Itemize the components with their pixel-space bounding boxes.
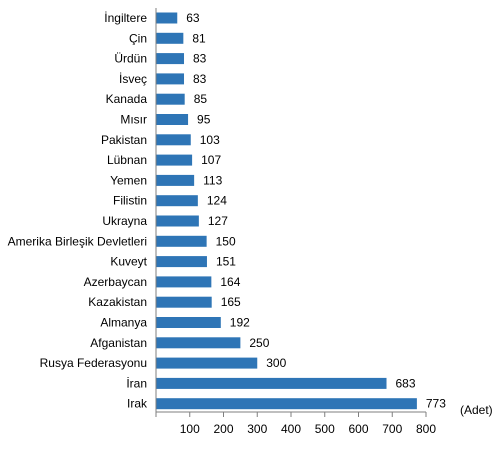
category-label: Azerbaycan xyxy=(84,275,147,289)
value-label: 127 xyxy=(208,214,228,228)
value-label: 107 xyxy=(201,153,221,167)
category-label: Pakistan xyxy=(101,133,147,147)
category-label: Rusya Federasyonu xyxy=(40,356,147,370)
category-labels: İngiltere Çin Ürdün İsveç Kanada Mısır Pakista… xyxy=(8,11,148,411)
category-label: İran xyxy=(126,376,147,390)
category-label: Çin xyxy=(129,31,147,45)
x-tick-label: 200 xyxy=(213,422,233,436)
value-label: 773 xyxy=(426,397,446,411)
bar xyxy=(156,195,198,207)
bar xyxy=(156,235,207,247)
value-label: 150 xyxy=(216,234,236,248)
bar xyxy=(156,337,241,349)
unit-label: (Adet) xyxy=(460,403,493,417)
category-label: Amerika Birleşik Devletleri xyxy=(8,234,147,248)
bar xyxy=(156,134,191,146)
value-label: 192 xyxy=(230,316,250,330)
bar xyxy=(156,73,185,85)
value-label: 83 xyxy=(193,52,207,66)
category-label: Mısır xyxy=(120,113,147,127)
x-tick-label: 700 xyxy=(382,422,402,436)
category-label: Filistin xyxy=(113,194,147,208)
x-tick-label: 400 xyxy=(281,422,301,436)
category-label: Kuveyt xyxy=(110,255,147,269)
value-label: 300 xyxy=(266,356,286,370)
bar xyxy=(156,53,185,65)
bar xyxy=(156,357,258,369)
value-label: 124 xyxy=(207,194,227,208)
bar xyxy=(156,154,193,166)
value-label: 103 xyxy=(200,133,220,147)
bar xyxy=(156,12,178,24)
x-tick-label: 600 xyxy=(348,422,368,436)
value-label: 63 xyxy=(186,11,200,25)
category-label: Ukrayna xyxy=(102,214,147,228)
category-label: Lübnan xyxy=(107,153,147,167)
category-label: Ürdün xyxy=(114,52,147,66)
x-tick-label: 100 xyxy=(180,422,200,436)
x-tick-label: 300 xyxy=(247,422,267,436)
bar xyxy=(156,215,199,227)
value-label: 83 xyxy=(193,72,207,86)
bars-group xyxy=(156,12,417,410)
value-label: 165 xyxy=(221,295,241,309)
value-label: 95 xyxy=(197,113,211,127)
category-label: Kazakistan xyxy=(88,295,147,309)
category-label: Afganistan xyxy=(90,336,147,350)
x-axis: 100 200 300 400 500 600 700 800 xyxy=(155,8,436,436)
category-label: Kanada xyxy=(106,92,148,106)
value-label: 81 xyxy=(192,31,206,45)
category-label: Almanya xyxy=(100,316,147,330)
x-tick-label: 500 xyxy=(315,422,335,436)
bar xyxy=(156,114,189,125)
category-label: Irak xyxy=(127,397,148,411)
x-tick-label: 800 xyxy=(416,422,436,436)
bar xyxy=(156,93,185,105)
value-label: 85 xyxy=(194,92,208,106)
bar xyxy=(156,377,387,389)
bar xyxy=(156,256,207,268)
bar xyxy=(156,174,195,186)
category-label: İsveç xyxy=(119,72,147,86)
value-label: 151 xyxy=(216,255,236,269)
value-label: 164 xyxy=(220,275,240,289)
bar xyxy=(156,398,417,410)
category-label: Yemen xyxy=(110,173,147,187)
bar xyxy=(156,317,221,328)
value-labels: 63 81 83 83 85 95 103 107 113 124 127 150 151 164 165 1… xyxy=(186,11,446,411)
value-label: 250 xyxy=(249,336,269,350)
bar xyxy=(156,296,212,308)
bar xyxy=(156,32,184,44)
bar xyxy=(156,276,212,288)
category-label: İngiltere xyxy=(104,11,147,25)
value-label: 113 xyxy=(203,173,222,187)
value-label: 683 xyxy=(396,376,416,390)
